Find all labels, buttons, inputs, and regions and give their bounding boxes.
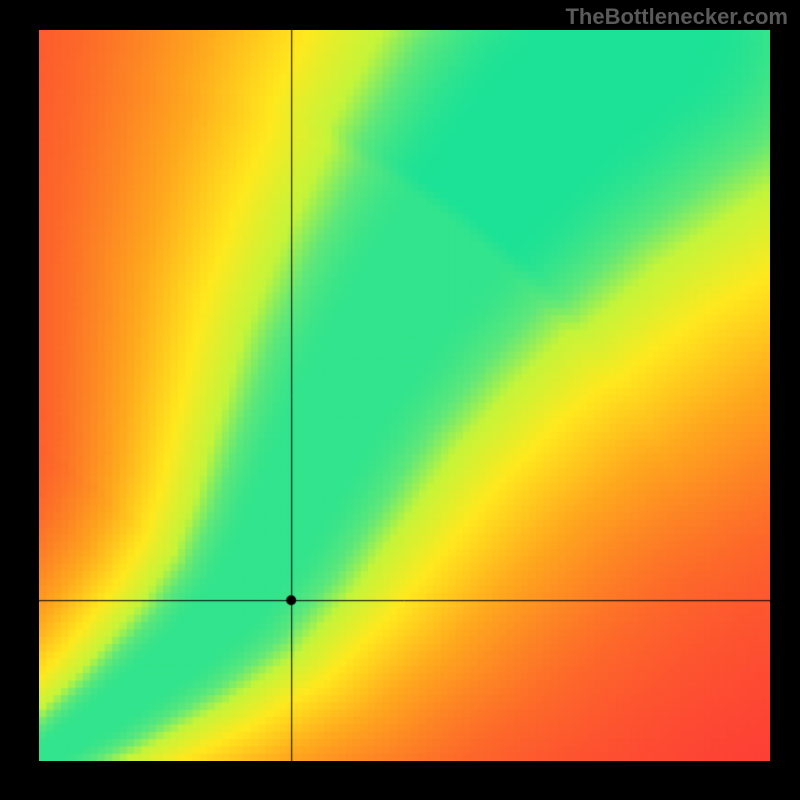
- bottleneck-heatmap: [39, 30, 770, 761]
- watermark-text: TheBottlenecker.com: [565, 4, 788, 30]
- chart-container: TheBottlenecker.com: [0, 0, 800, 800]
